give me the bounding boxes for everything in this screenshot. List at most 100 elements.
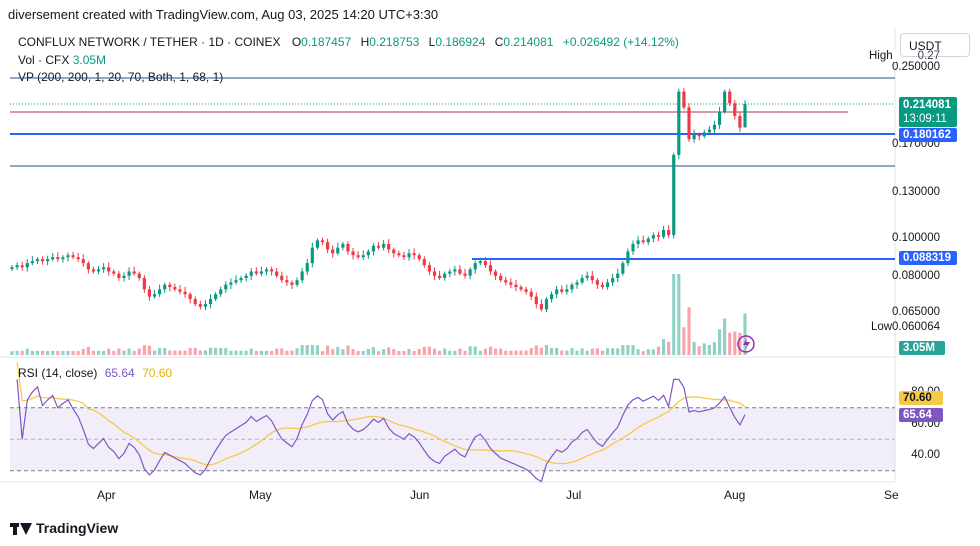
candle-body — [102, 267, 106, 270]
volume-bar — [107, 348, 111, 355]
candle-body — [519, 287, 523, 290]
candle-body — [178, 289, 182, 292]
volume-bar — [600, 350, 605, 355]
price-tick: 0.065000 — [892, 306, 940, 318]
candle-body — [438, 275, 442, 278]
rsi-legend[interactable]: RSI (14, close) 65.64 70.60 — [18, 366, 173, 380]
volume-bar — [300, 345, 304, 355]
volume-bar — [712, 342, 717, 355]
volume-bar — [524, 350, 528, 355]
high-label: High — [866, 50, 896, 62]
tradingview-logo[interactable]: TradingView — [10, 520, 118, 536]
volume-bar — [86, 346, 90, 355]
volume-bar — [733, 331, 737, 355]
candle-body — [570, 284, 574, 290]
volume-bar — [275, 348, 279, 355]
candle-body — [66, 255, 70, 258]
volume-bar — [504, 350, 508, 355]
volume-bar — [499, 348, 503, 355]
candle-body — [661, 230, 666, 237]
candle-body — [575, 282, 579, 285]
volume-bar — [51, 350, 55, 355]
candle-body — [376, 245, 381, 248]
candle-body — [224, 284, 228, 290]
candle-body — [112, 271, 116, 274]
candle-body — [326, 242, 330, 250]
volume-bar — [605, 348, 610, 355]
candle-body — [534, 296, 538, 305]
candle-body — [677, 91, 681, 155]
candle-body — [264, 269, 269, 272]
volume-bar — [376, 351, 381, 355]
low-label: Low — [868, 321, 896, 333]
candle-body — [509, 282, 513, 285]
time-tick: Jun — [410, 488, 430, 502]
price-tick: 0.100000 — [892, 232, 940, 244]
volume-bar — [71, 351, 75, 355]
volume-bar — [407, 348, 411, 355]
candle-body — [239, 277, 243, 281]
volume-bar — [717, 329, 722, 355]
volume-tag: 3.05M — [899, 341, 945, 355]
volume-bar — [397, 351, 401, 355]
volume-bar — [453, 350, 457, 355]
candle-body — [193, 299, 197, 305]
volume-bar — [422, 346, 426, 355]
vp-legend[interactable]: VP (200, 200, 1, 20, 70, Both, 1, 68, 1) — [18, 70, 224, 84]
candle-body — [453, 269, 457, 272]
symbol-legend: CONFLUX NETWORK / TETHER · 1D · COINEX O… — [18, 35, 679, 49]
candle-body — [163, 284, 167, 290]
candle-body — [61, 257, 65, 260]
volume-bar — [61, 350, 65, 355]
volume-bar — [661, 339, 666, 355]
candle-body — [142, 277, 146, 290]
volume-bar — [122, 350, 126, 355]
candle-body — [127, 271, 131, 276]
lightning-icon — [743, 338, 750, 350]
volume-bar — [366, 349, 370, 355]
candle-body — [310, 247, 314, 264]
volume-bar — [183, 350, 187, 355]
candle-body — [336, 247, 340, 254]
volume-bar — [682, 327, 686, 355]
symbol-name[interactable]: CONFLUX NETWORK / TETHER · 1D · COINEX — [18, 35, 281, 49]
rsi-tick: 40.00 — [911, 449, 940, 461]
volume-bar — [142, 345, 146, 355]
volume-bar — [626, 345, 630, 355]
candle-body — [361, 255, 365, 258]
volume-bar — [168, 350, 172, 355]
volume-legend[interactable]: Vol · CFX 3.05M — [18, 53, 107, 67]
candle-body — [427, 265, 431, 272]
volume-bar — [35, 350, 40, 355]
price-tick: 0.080000 — [892, 270, 940, 282]
volume-bar — [631, 345, 635, 355]
volume-bar — [371, 347, 375, 355]
candle-body — [463, 273, 467, 276]
price-tick: 0.130000 — [892, 186, 940, 198]
candle-body — [443, 273, 447, 278]
volume-bar — [20, 350, 24, 355]
ohlc-low: L0.186924 — [428, 35, 486, 49]
last-price: 0.214081 — [903, 99, 951, 111]
candle-body — [468, 269, 472, 276]
candle-body — [717, 111, 722, 125]
volume-bar — [580, 348, 584, 355]
currency-button[interactable]: USDT — [900, 33, 970, 57]
volume-bar — [127, 348, 131, 355]
volume-bar — [697, 346, 701, 355]
candle-body — [458, 269, 462, 274]
candle-body — [214, 294, 218, 300]
candle-body — [382, 243, 386, 248]
volume-bar — [636, 349, 640, 355]
volume-bar — [270, 350, 274, 355]
candle-body — [188, 294, 192, 300]
volume-bar — [280, 348, 284, 355]
volume-bar — [519, 350, 523, 355]
candle-body — [692, 134, 696, 140]
rsi-line — [16, 378, 746, 483]
candle-body — [351, 251, 355, 256]
candle-body — [560, 289, 564, 292]
candle-body — [35, 259, 40, 262]
level-tag-1: 0.180162 — [899, 128, 957, 142]
